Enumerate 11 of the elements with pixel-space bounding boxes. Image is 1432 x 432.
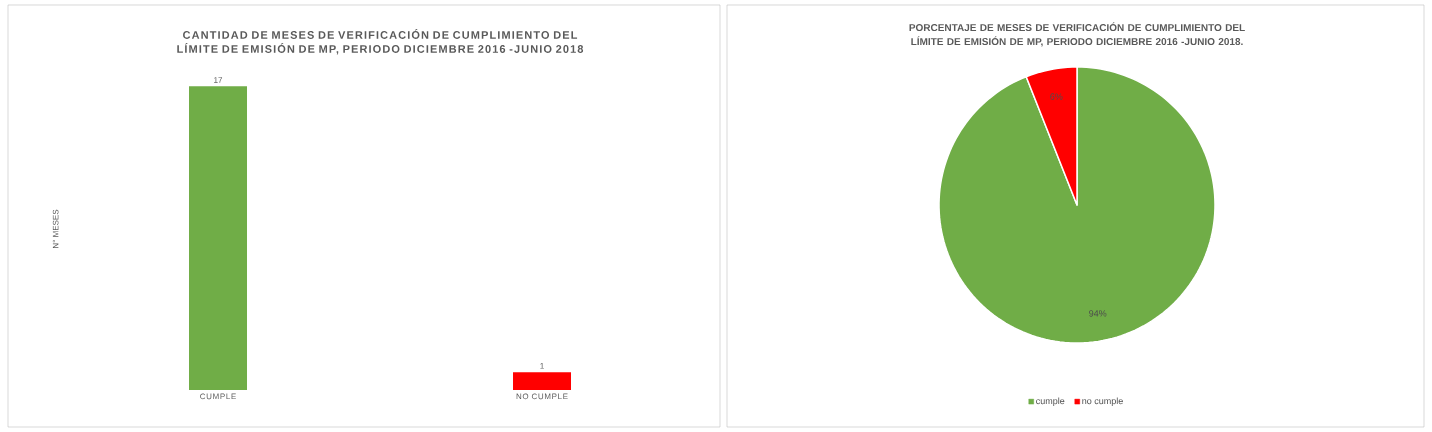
data-label: 17 bbox=[214, 77, 223, 83]
data-label: 94% bbox=[1089, 310, 1107, 317]
x-tick-label: CUMPLE bbox=[200, 393, 236, 400]
legend-label: cumple bbox=[1036, 397, 1065, 406]
chart-title: CANTIDAD DE MESES DE VERIFICACIÓN DE CUMPLIMIENTO DEL LÍMITE DE EMISIÓN DE MP, PERIODO DICIEMBRE 2016 -JUNIO 2018 bbox=[177, 29, 584, 55]
y-axis-title: N° MESES bbox=[52, 209, 59, 248]
legend-label: no cumple bbox=[1082, 397, 1123, 406]
data-label: 6% bbox=[1050, 93, 1063, 100]
data-label: 1 bbox=[540, 363, 544, 369]
x-tick-label: NO CUMPLE bbox=[516, 393, 568, 400]
chart-title: PORCENTAJE DE MESES DE VERIFICACIÓN DE CUMPLIMIENTO DEL LÍMITE DE EMISIÓN DE MP, PERIODO DICIEMBRE 2016 -JUNIO 2018. bbox=[909, 22, 1245, 47]
